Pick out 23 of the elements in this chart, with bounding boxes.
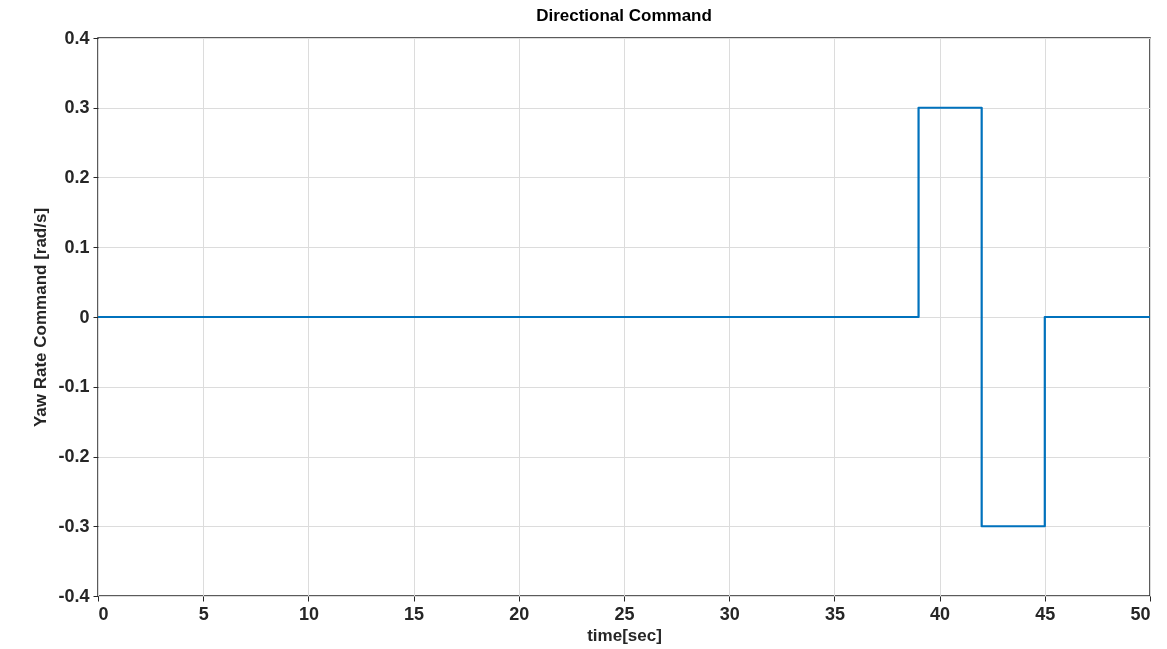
x-tick-label: 5 [198, 603, 209, 624]
y-tick-label: 0.3 [64, 97, 90, 118]
x-tick-label: 40 [930, 603, 951, 624]
chart-title: Directional Command [536, 6, 712, 25]
y-tick-label: 0.1 [64, 236, 90, 257]
x-tick-label: 10 [298, 603, 319, 624]
y-axis-title: Yaw Rate Command [rad/s] [31, 207, 51, 428]
x-tick-label: 25 [614, 603, 635, 624]
x-tick-label: 30 [719, 603, 740, 624]
y-tick-label: -0.4 [58, 585, 90, 606]
y-tick-label: 0.4 [64, 27, 90, 48]
y-tick-label: -0.3 [58, 515, 90, 536]
y-tick-label: 0.2 [64, 167, 90, 187]
x-tick-label: 20 [509, 603, 530, 624]
x-tick-label: 15 [404, 603, 425, 624]
y-tick-label: -0.2 [58, 446, 90, 466]
x-axis-title: time[sec] [587, 625, 662, 645]
x-tick-label: 50 [1130, 603, 1151, 624]
x-tick-label: 45 [1035, 603, 1056, 624]
x-tick-label: 35 [824, 603, 845, 624]
y-tick-label: -0.1 [58, 376, 90, 397]
y-tick-label: 0 [79, 306, 90, 327]
x-tick-label: 0 [98, 603, 109, 624]
